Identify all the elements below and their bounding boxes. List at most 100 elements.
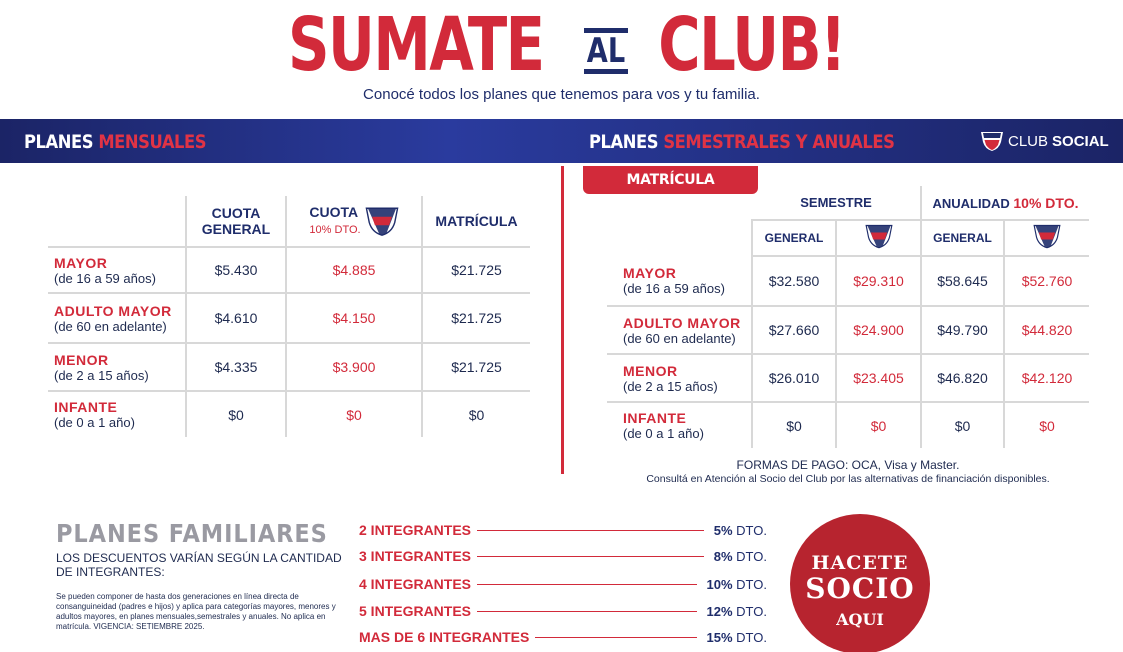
price-dto: $4.150 — [285, 293, 422, 344]
category-name: INFANTE — [623, 410, 687, 426]
tier-pct: 5% — [713, 522, 733, 538]
col-an-socio — [1003, 220, 1089, 257]
family-tier: 4 INTEGRANTES 10% DTO. — [359, 575, 767, 593]
annual-plans-heading: PLANES SEMESTRALES Y ANUALES — [589, 131, 895, 153]
category-name: INFANTE — [54, 399, 118, 415]
col-cuota-dto-2: 10% DTO. — [309, 224, 361, 236]
table-row: INFANTE (de 0 a 1 año) $0 $0 $0 $0 — [607, 402, 1089, 448]
col-matricula: MATRÍCULA — [421, 196, 530, 248]
monthly-header-row: CUOTA GENERAL CUOTA 10% DTO. MATRÍCULA — [48, 196, 530, 248]
tier-discount: 8% DTO. — [714, 549, 767, 564]
col-cuota-general-1: CUOTA — [211, 205, 261, 221]
monthly-header-empty — [48, 196, 186, 248]
monthly-heading-b: MENSUALES — [98, 131, 207, 153]
tier-dto-word: DTO. — [736, 522, 767, 538]
hero-al-text: AL — [586, 31, 625, 71]
cta-line-1: HACETE — [811, 552, 909, 574]
category-range: (de 0 a 1 año) — [623, 426, 704, 441]
tier-dto-word: DTO. — [736, 629, 767, 645]
anualidad-dto: 10% DTO. — [1013, 194, 1079, 211]
tier-discount: 15% DTO. — [707, 630, 767, 645]
cta-line-3: AQUI — [836, 610, 884, 629]
category-cell: INFANTE (de 0 a 1 año) — [607, 402, 752, 448]
category-cell: MENOR (de 2 a 15 años) — [48, 343, 186, 392]
tier-label: 3 INTEGRANTES — [359, 548, 472, 564]
annual-heading-a: PLANES — [589, 131, 659, 153]
price-general: $0 — [185, 391, 286, 437]
table-row: MENOR (de 2 a 15 años) $4.335 $3.900 $21.… — [48, 343, 530, 392]
hero-title-al: AL — [582, 28, 630, 74]
hero-al-bar-top — [583, 28, 628, 33]
tier-discount: 10% DTO. — [707, 577, 767, 592]
tier-leader-line — [477, 529, 704, 531]
annual-group-header: SEMESTRE ANUALIDAD 10% DTO. — [607, 186, 1089, 221]
annual-subheader-empty — [607, 220, 752, 256]
price-dto: $4.885 — [285, 247, 422, 294]
table-row: MAYOR (de 16 a 59 años) $32.580 $29.310 $… — [607, 256, 1089, 307]
monthly-heading-a: PLANES — [24, 131, 94, 153]
price-an-general: $46.820 — [920, 354, 1004, 403]
tier-pct: 8% — [713, 548, 733, 564]
hero-title-left: SUMATE — [288, 2, 545, 88]
anualidad-label: ANUALIDAD — [932, 195, 1010, 211]
club-crest-icon — [1033, 224, 1061, 248]
price-an-socio: $44.820 — [1003, 306, 1089, 355]
category-cell: MAYOR (de 16 a 59 años) — [607, 256, 752, 307]
section-band — [0, 119, 1123, 163]
col-an-general: GENERAL — [920, 220, 1004, 257]
category-range: (de 2 a 15 años) — [623, 378, 718, 394]
tier-pct: 10% — [706, 576, 733, 592]
matricula-exonerada-badge: MATRÍCULA EXONERADA — [583, 166, 758, 216]
tier-discount: 12% DTO. — [707, 604, 767, 619]
tier-label: 2 INTEGRANTES — [359, 522, 472, 538]
price-an-socio: $0 — [1003, 402, 1089, 448]
section-divider — [561, 166, 564, 474]
price-sem-general: $32.580 — [751, 256, 836, 307]
price-sem-socio: $23.405 — [835, 354, 921, 403]
category-range: (de 0 a 1 año) — [54, 415, 135, 430]
price-an-socio: $52.760 — [1003, 256, 1089, 307]
club-crest-icon — [864, 224, 893, 248]
tier-pct: 12% — [706, 603, 733, 619]
family-tier: MAS DE 6 INTEGRANTES 15% DTO. — [359, 628, 767, 646]
price-general: $5.430 — [185, 247, 286, 294]
hacete-socio-button[interactable]: HACETE SOCIO AQUI — [790, 514, 930, 652]
price-matricula: $0 — [421, 391, 530, 437]
category-name: MENOR — [623, 362, 678, 379]
monthly-table: CUOTA GENERAL CUOTA 10% DTO. MATRÍCULA M… — [48, 196, 530, 437]
price-sem-general: $26.010 — [751, 354, 836, 403]
annual-sub-header: GENERAL GENERAL — [607, 220, 1089, 257]
col-sem-general: GENERAL — [751, 220, 836, 257]
tier-label: 4 INTEGRANTES — [359, 576, 472, 592]
category-cell: ADULTO MAYOR (de 60 en adelante) — [607, 306, 752, 355]
cta-line-2: SOCIO — [805, 572, 915, 605]
hero-title-right: CLUB! — [658, 2, 846, 88]
price-dto: $0 — [285, 391, 422, 437]
category-name: MAYOR — [623, 265, 677, 281]
price-dto: $3.900 — [285, 343, 422, 392]
family-plans-subtitle: LOS DESCUENTOS VARÍAN SEGÚN LA CANTIDAD … — [56, 551, 342, 579]
tier-dto-word: DTO. — [736, 576, 767, 592]
table-row: ADULTO MAYOR (de 60 en adelante) $4.610 $… — [48, 293, 530, 344]
family-plans-title: PLANES FAMILIARES — [56, 519, 328, 548]
family-plans-note: Se pueden componer de hasta dos generaci… — [56, 592, 336, 631]
payment-methods: FORMAS DE PAGO: OCA, Visa y Master. — [736, 458, 960, 472]
price-an-general: $0 — [920, 402, 1004, 448]
price-sem-socio: $0 — [835, 402, 921, 448]
price-sem-general: $27.660 — [751, 306, 836, 355]
table-row: ADULTO MAYOR (de 60 en adelante) $27.660 … — [607, 306, 1089, 355]
annual-heading-b: SEMESTRALES Y ANUALES — [663, 131, 895, 153]
tier-leader-line — [477, 583, 697, 585]
price-matricula: $21.725 — [421, 293, 530, 344]
tier-leader-line — [535, 636, 697, 638]
family-tier: 5 INTEGRANTES 12% DTO. — [359, 602, 767, 620]
annual-header-empty — [607, 186, 752, 220]
price-general: $4.610 — [185, 293, 286, 344]
category-name: MAYOR — [54, 254, 108, 271]
col-sem-socio — [835, 220, 921, 257]
price-an-general: $58.645 — [920, 256, 1004, 307]
price-general: $4.335 — [185, 343, 286, 392]
tier-leader-line — [477, 555, 704, 557]
club-social-b: SOCIAL — [1052, 132, 1109, 150]
annual-table: SEMESTRE ANUALIDAD 10% DTO. GENERAL GENE… — [607, 186, 1089, 448]
